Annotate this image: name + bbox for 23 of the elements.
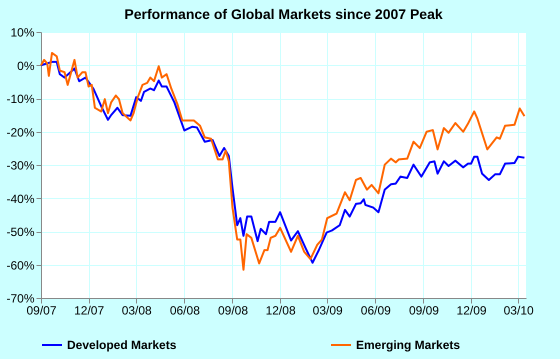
y-tick-label: 10% bbox=[10, 26, 35, 40]
x-tick-label: 09/07 bbox=[26, 304, 57, 318]
y-tick-label: 0% bbox=[17, 58, 35, 73]
chart-title: Performance of Global Markets since 2007 Peak bbox=[124, 6, 443, 22]
x-tick-label: 09/09 bbox=[408, 304, 440, 318]
x-tick-label: 12/07 bbox=[74, 304, 104, 318]
y-tick-label: -10% bbox=[6, 92, 35, 106]
x-tick-label: 03/08 bbox=[122, 304, 152, 318]
y-tick-label: -70% bbox=[6, 292, 35, 306]
x-tick-label: 06/08 bbox=[170, 304, 200, 318]
x-tick-label: 12/08 bbox=[266, 304, 296, 318]
x-tick-label: 03/10 bbox=[504, 304, 534, 318]
legend-label: Emerging Markets bbox=[356, 338, 460, 352]
x-tick-label: 03/09 bbox=[312, 304, 344, 318]
y-tick-label: -40% bbox=[6, 192, 35, 206]
y-tick-label: -50% bbox=[6, 225, 35, 239]
y-tick-label: -60% bbox=[6, 258, 35, 272]
legend-label: Developed Markets bbox=[67, 338, 177, 352]
y-tick-label: -30% bbox=[6, 158, 35, 172]
x-tick-label: 12/09 bbox=[456, 304, 487, 318]
x-tick-label: 09/08 bbox=[218, 304, 248, 318]
x-tick-label: 06/09 bbox=[360, 304, 392, 318]
y-tick-label: -20% bbox=[6, 125, 35, 140]
